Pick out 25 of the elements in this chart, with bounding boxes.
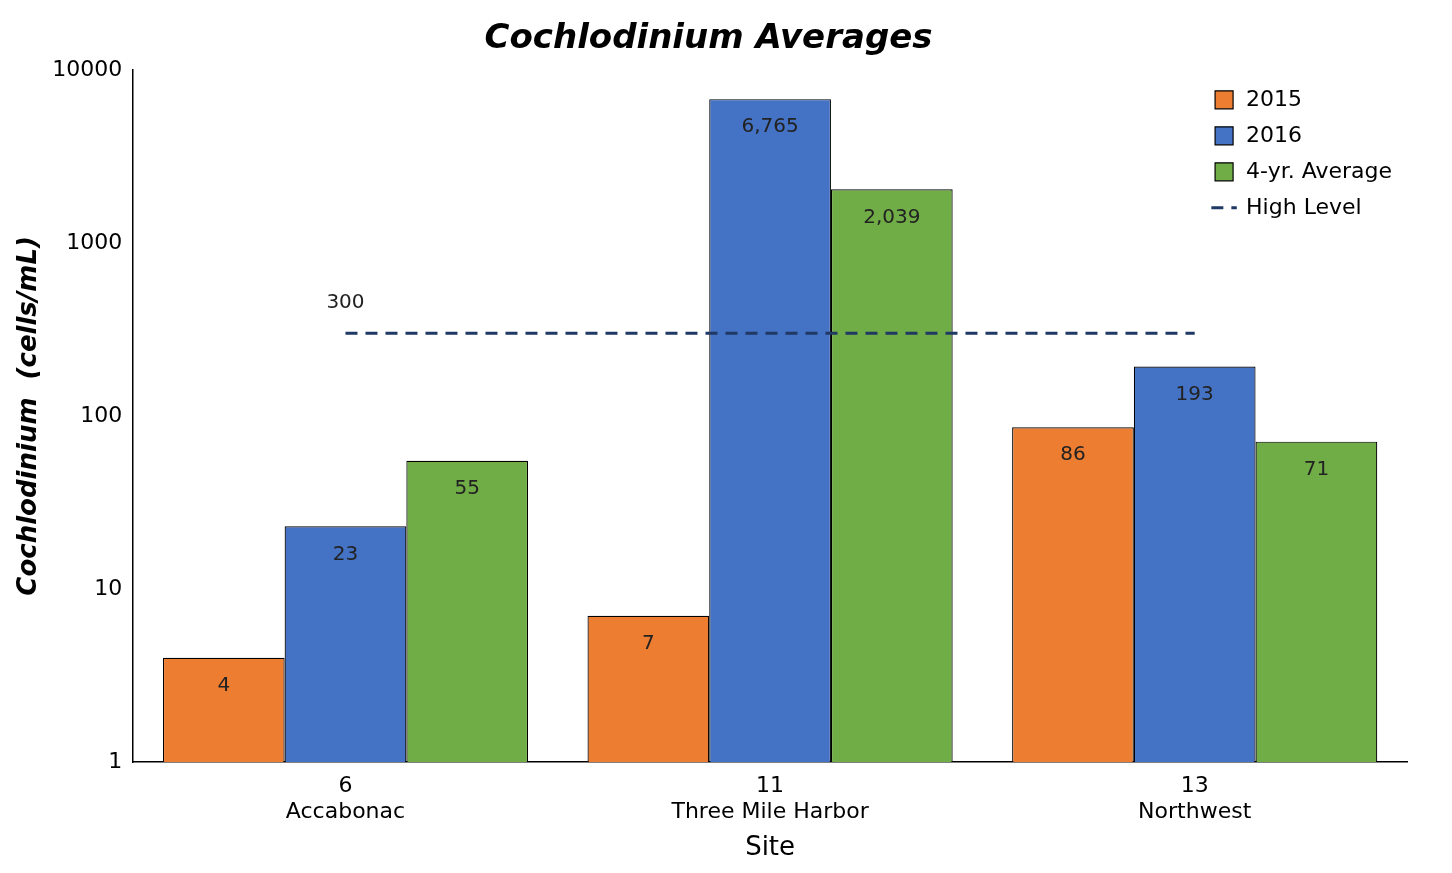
data-label: 55 <box>454 475 480 500</box>
data-label: 71 <box>1303 455 1330 480</box>
legend-label: 2016 <box>1246 121 1303 147</box>
x-axis-title: Site <box>745 831 796 862</box>
data-label: 7 <box>642 629 655 654</box>
data-label: 2,039 <box>863 203 921 228</box>
chart-title: Cochlodinium Averages <box>484 16 933 57</box>
legend-label: 4-yr. Average <box>1246 157 1392 183</box>
data-label: 6,765 <box>741 113 799 138</box>
x-tick-label: 6 Accabonac <box>285 771 406 824</box>
y-tick-label: 10000 <box>52 55 123 81</box>
legend-label: 2015 <box>1246 85 1303 111</box>
data-label: 86 <box>1060 441 1086 466</box>
y-tick-label: 1 <box>108 747 123 773</box>
data-label: 300 <box>326 288 365 313</box>
x-tick-label: 13 Northwest <box>1138 771 1252 824</box>
legend-label: High Level <box>1246 193 1362 219</box>
x-tick-label: 11 Three Mile Harbor <box>670 771 870 824</box>
data-label: 23 <box>332 540 359 565</box>
data-label: 4 <box>217 672 231 697</box>
y-axis-title: Cochlodinium (cells/mL) <box>12 236 43 596</box>
y-tick-label: 10 <box>94 574 123 600</box>
y-tick-label: 1000 <box>66 228 123 254</box>
data-label: 193 <box>1175 380 1214 405</box>
y-tick-label: 100 <box>80 401 123 427</box>
